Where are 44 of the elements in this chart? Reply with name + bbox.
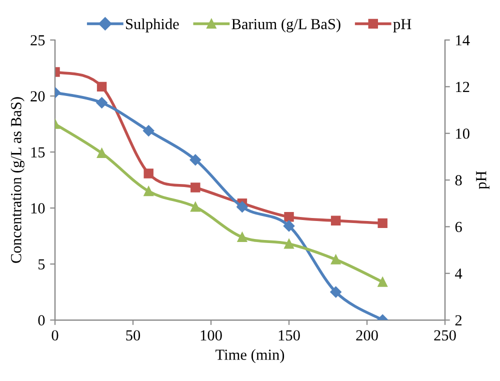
- x-tick-label: 50: [126, 330, 140, 341]
- point: [330, 216, 341, 226]
- point: [96, 97, 108, 108]
- legend-label: pH: [393, 19, 412, 32]
- y-tick-label: 15: [31, 147, 45, 158]
- y-tick-label: 10: [31, 203, 45, 214]
- point: [330, 286, 342, 298]
- x-tick-label: 200: [356, 330, 378, 341]
- y2-tick-label: 6: [455, 222, 462, 232]
- point: [330, 254, 341, 264]
- x-tick-label: 0: [52, 330, 58, 341]
- point: [378, 277, 388, 287]
- y2-tick-label: 2: [455, 315, 462, 326]
- point: [284, 239, 294, 249]
- y2-tick-label: 12: [456, 82, 470, 92]
- y2-tick-label: 10: [456, 128, 470, 139]
- point: [190, 182, 200, 192]
- y-tick-label: 25: [30, 35, 45, 46]
- point: [190, 202, 200, 212]
- point: [142, 125, 154, 136]
- y-tick-label: 0: [38, 315, 45, 326]
- x-tick-label: 250: [434, 330, 456, 341]
- x-axis-title: Time (min): [216, 349, 284, 364]
- y2-tick-label: 14: [456, 35, 470, 46]
- y2-tick-label: 8: [455, 175, 462, 186]
- y-tick-label: 20: [30, 91, 45, 102]
- y-axis-title: Concentration (g/L as BaS): [10, 97, 24, 263]
- point: [283, 220, 295, 232]
- y2-tick-label: 4: [455, 268, 462, 279]
- point: [96, 82, 107, 92]
- point: [236, 201, 248, 213]
- point: [190, 154, 202, 166]
- legend-label: Sulphide: [126, 18, 179, 32]
- point: [144, 186, 154, 196]
- x-tick-label: 150: [278, 330, 300, 341]
- point: [378, 218, 388, 228]
- point: [96, 148, 107, 158]
- legend-label: Barium (g/L BaS): [232, 18, 340, 32]
- y2-axis-title: pH: [476, 171, 490, 190]
- x-tick-label: 100: [200, 330, 222, 341]
- point: [237, 232, 248, 242]
- point: [144, 168, 154, 178]
- y-tick-label: 5: [38, 259, 45, 270]
- point: [284, 212, 294, 222]
